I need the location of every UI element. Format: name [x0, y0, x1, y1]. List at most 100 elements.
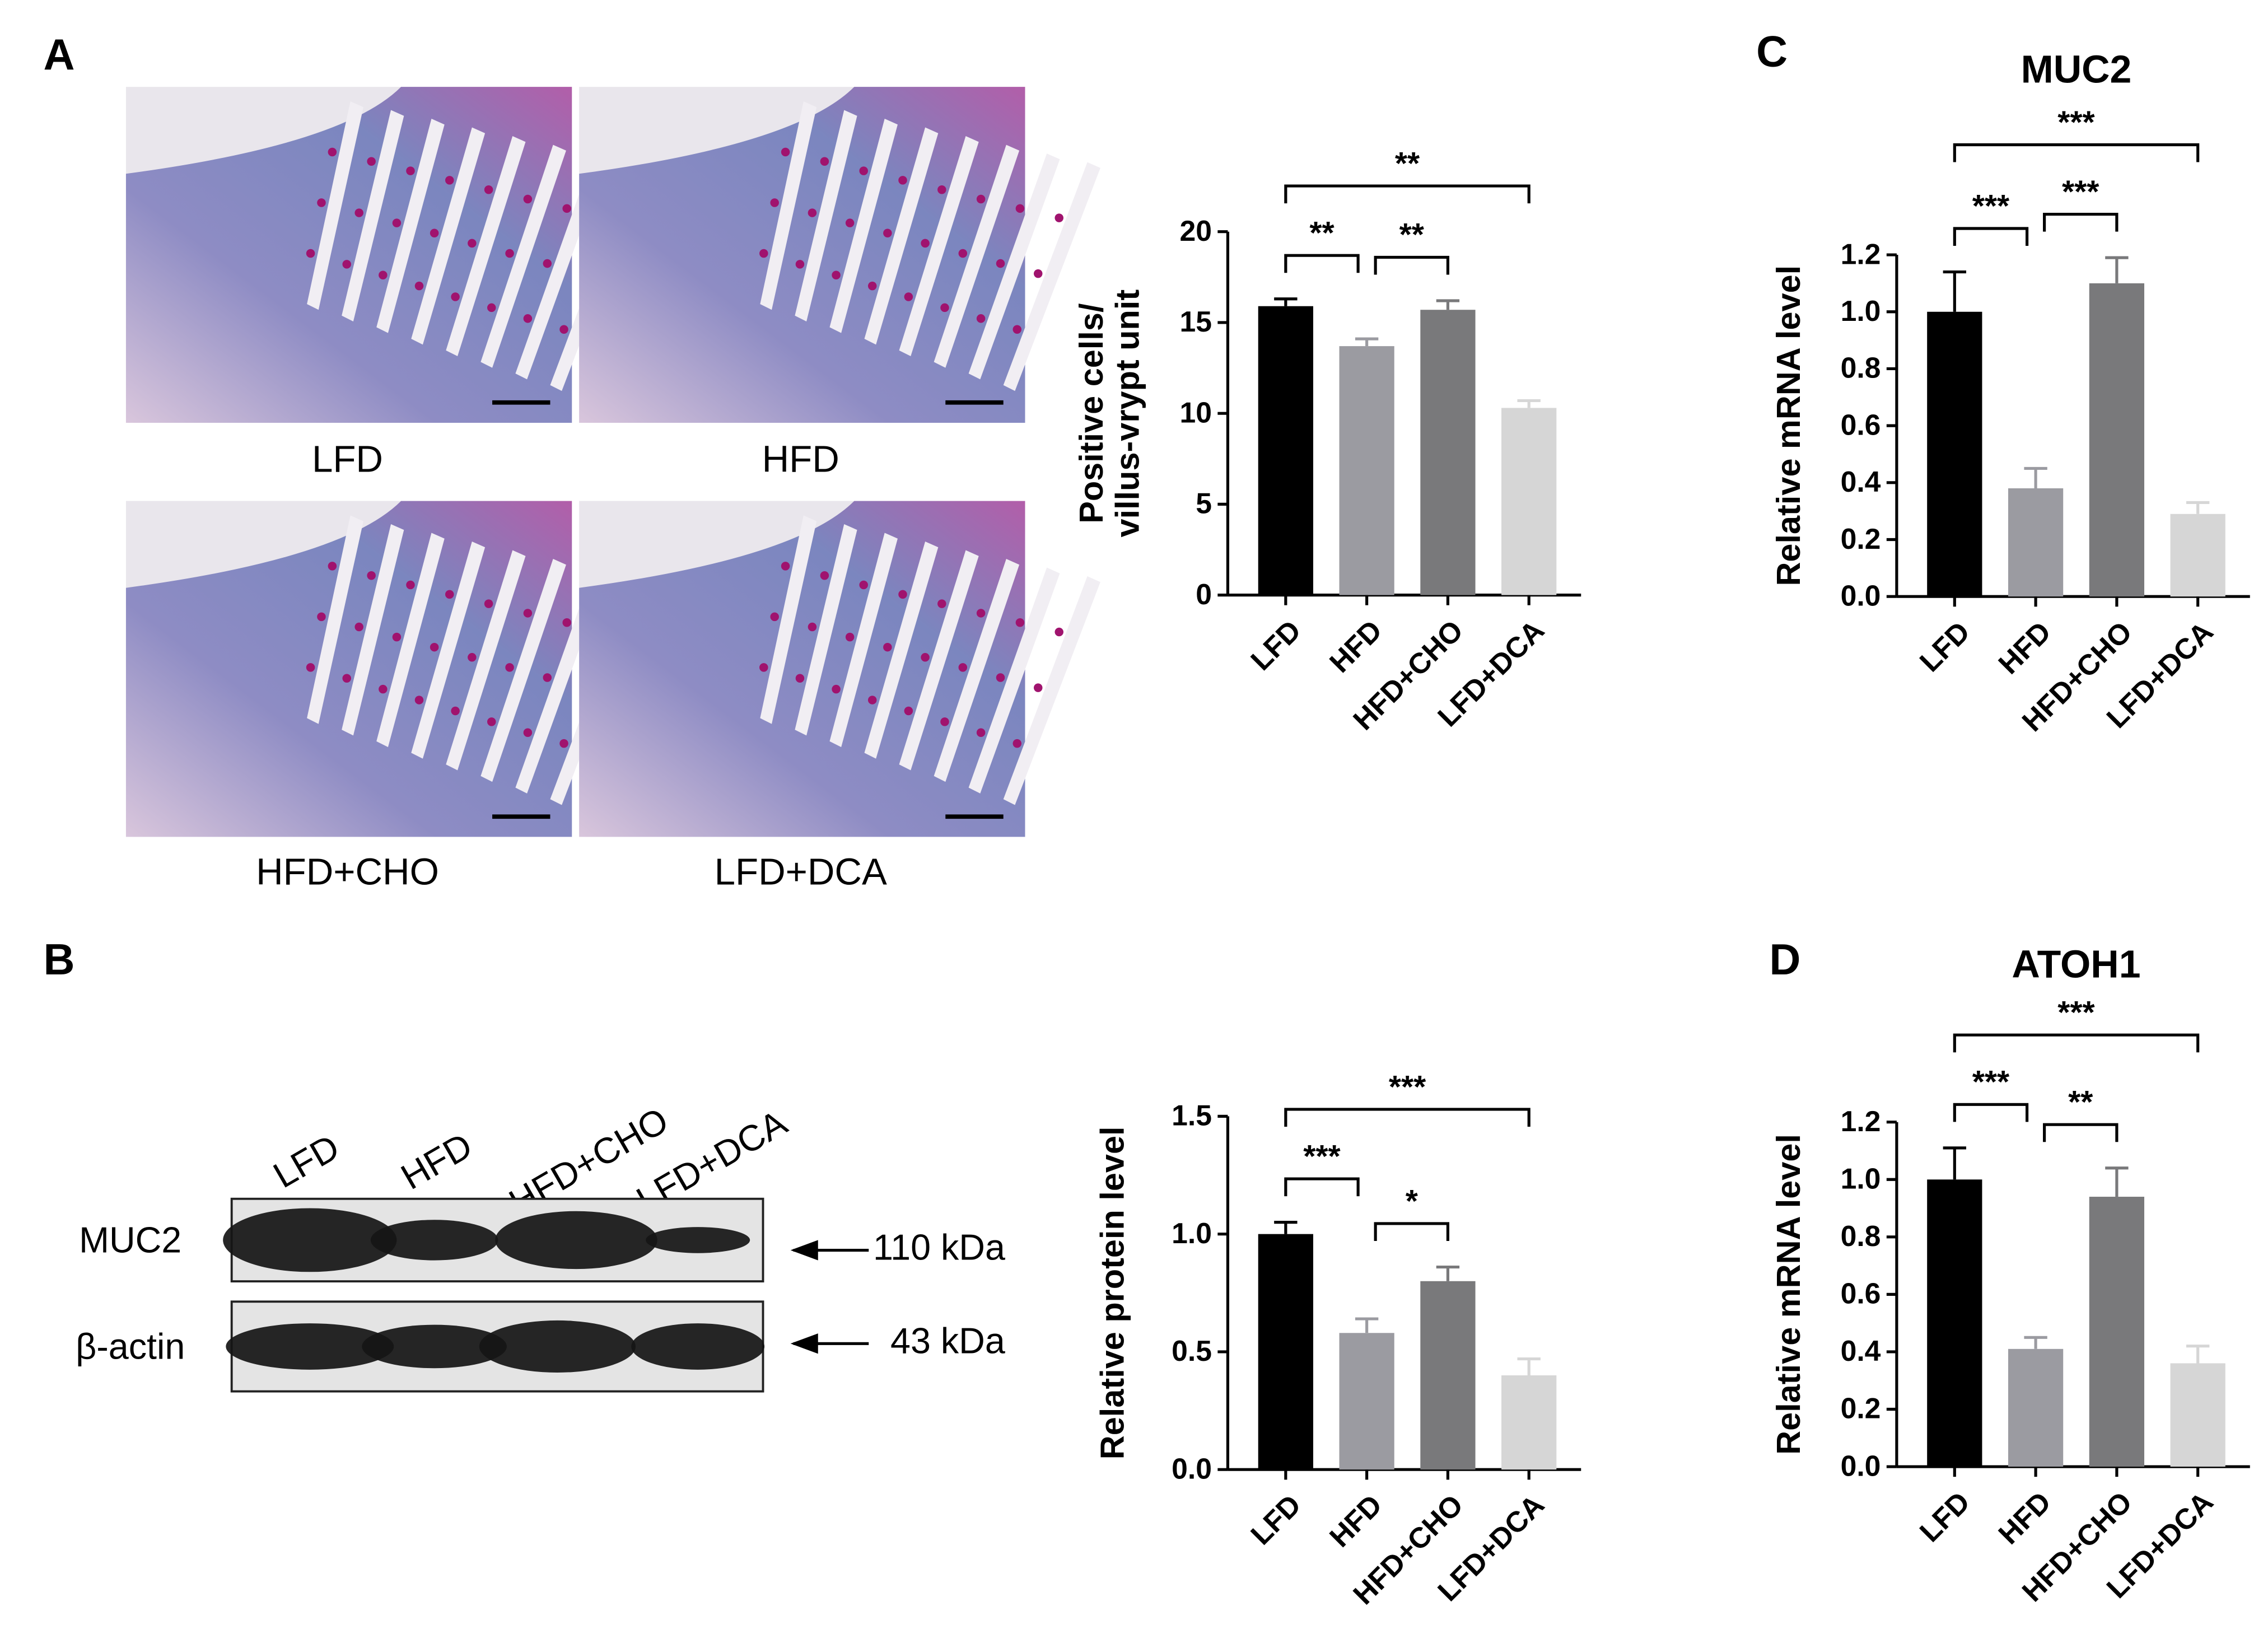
villus-gap [480, 558, 566, 782]
blot-band [226, 1323, 394, 1370]
goblet-cell [921, 653, 930, 662]
error-bar [1517, 399, 1541, 408]
y-tick-label: 20 [1179, 214, 1212, 247]
bar [1258, 1234, 1313, 1470]
goblet-cell [379, 270, 388, 280]
histology-label: HFD+CHO [256, 851, 439, 893]
error-bar [2024, 1336, 2047, 1349]
blot-band [223, 1208, 397, 1272]
chart-title: MUC2 [2021, 48, 2132, 91]
blot-band [370, 1220, 498, 1261]
goblet-cell [832, 684, 841, 694]
villus-gap [829, 533, 898, 748]
villus-gap [968, 567, 1060, 794]
goblet-cell [898, 590, 907, 599]
y-tick-label: 1.0 [1841, 295, 1881, 327]
error-bar [1274, 1221, 1298, 1234]
goblet-cell [484, 185, 493, 194]
goblet-cell [451, 292, 460, 301]
goblet-cell [523, 609, 533, 618]
y-tick-label: 0.2 [1841, 1392, 1881, 1425]
goblet-cell [759, 249, 768, 258]
villus-gap [411, 127, 486, 345]
goblet-cell [958, 663, 968, 672]
significance-bracket [1284, 1108, 1531, 1127]
goblet-cell [808, 208, 817, 217]
y-axis-label: Relative protein level [1093, 1126, 1131, 1459]
error-bar [1355, 337, 1379, 347]
blot-size: 110 kDa [873, 1227, 1005, 1268]
villus-gap [795, 110, 857, 321]
bar [1501, 408, 1557, 595]
error-bar [2024, 466, 2047, 488]
significance-bracket [1284, 254, 1360, 273]
goblet-cell [883, 228, 892, 238]
bar [1927, 311, 1982, 597]
goblet-cell [1054, 213, 1063, 222]
goblet-cell [795, 674, 805, 683]
villus-gap [446, 136, 526, 357]
goblet-cell [317, 612, 326, 622]
y-tick-label: 0.6 [1841, 408, 1881, 441]
blot-row-label: β-actin [76, 1326, 185, 1367]
goblet-cell [487, 303, 496, 312]
significance-label: ** [1395, 146, 1420, 181]
goblet-cell [859, 166, 868, 175]
significance-label: *** [2057, 105, 2095, 140]
y-tick-label: 0.0 [1172, 1452, 1212, 1485]
goblet-cell [808, 622, 817, 632]
villus-gap [1003, 576, 1100, 805]
villus-gap [1003, 162, 1100, 391]
goblet-cell [406, 166, 415, 175]
goblet-cell [996, 259, 1005, 268]
bar [1339, 346, 1394, 595]
bar [2089, 1197, 2144, 1467]
goblet-cell [859, 580, 868, 590]
goblet-cell [505, 663, 514, 672]
goblet-cell [898, 176, 907, 185]
y-axis-label: Positive cells/ [1072, 304, 1110, 524]
goblet-cell [523, 314, 533, 323]
blot-row-label: MUC2 [79, 1220, 181, 1261]
y-tick-label: 10 [1179, 396, 1212, 428]
goblet-cell [342, 260, 351, 269]
blot-band [479, 1320, 636, 1373]
y-tick-label: 0 [1196, 578, 1212, 610]
goblet-cell [820, 157, 829, 166]
y-tick-label: 0.2 [1841, 522, 1881, 555]
goblet-cell [354, 208, 363, 217]
error-bar [1517, 1357, 1541, 1375]
villus-gap [829, 119, 898, 333]
goblet-cell [505, 249, 514, 258]
villus-gap [864, 541, 939, 759]
goblet-cell [392, 218, 402, 227]
goblet-cell [883, 642, 892, 652]
panel-label: C [1756, 28, 1788, 76]
panel-label: B [44, 936, 75, 984]
goblet-cell [770, 198, 779, 207]
goblet-cell [414, 696, 424, 704]
lane-label: HFD [394, 1124, 479, 1197]
y-tick-label: 0.0 [1841, 579, 1881, 612]
x-tick-label: LFD [1244, 1488, 1307, 1551]
goblet-cell [976, 314, 986, 323]
goblet-cell [317, 198, 326, 207]
arrow-head [790, 1333, 818, 1354]
villus-gap [376, 119, 445, 333]
goblet-cell [451, 706, 460, 716]
y-tick-label: 5 [1196, 487, 1212, 520]
bar [1258, 306, 1313, 595]
error-bar [1355, 1317, 1379, 1333]
goblet-cell [781, 562, 790, 571]
goblet-cell [937, 185, 946, 194]
villus-gap [342, 524, 404, 736]
histology-label: LFD+DCA [715, 851, 887, 893]
goblet-cell [904, 706, 913, 716]
error-bar [2105, 1166, 2129, 1197]
goblet-cell [543, 259, 552, 268]
y-tick-label: 1.0 [1172, 1217, 1212, 1249]
villus-gap [934, 558, 1020, 782]
goblet-cell [342, 674, 351, 683]
